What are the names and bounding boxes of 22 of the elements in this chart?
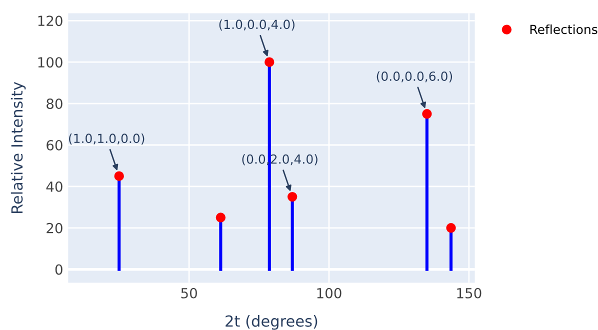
legend-label: Reflections <box>530 24 598 34</box>
x-axis-title: 2t (degrees) <box>226 315 318 330</box>
point <box>216 212 226 222</box>
point <box>446 223 456 233</box>
point <box>422 109 432 119</box>
x-tick-label: 50 <box>181 288 197 298</box>
y-tick-label: 120 <box>38 16 62 26</box>
annotation: (1.0,1.0,0.0) <box>69 133 144 145</box>
point <box>287 192 298 202</box>
x-tick-label: 100 <box>317 288 342 298</box>
y-tick-label: 100 <box>38 57 62 68</box>
y-tick-label: 60 <box>46 140 62 150</box>
annotation: (1.0,0.0,4.0) <box>219 19 294 31</box>
point <box>114 171 124 181</box>
point <box>264 57 274 67</box>
y-tick-label: 40 <box>46 181 62 192</box>
x-tick-label: 150 <box>457 288 482 298</box>
annotation: (0.0,0.0,6.0) <box>376 71 452 82</box>
y-tick-label: 80 <box>46 98 62 110</box>
y-tick-label: 20 <box>46 222 62 234</box>
y-tick-label: 0 <box>55 264 62 275</box>
y-axis-title: Relative Intensity <box>10 82 26 213</box>
